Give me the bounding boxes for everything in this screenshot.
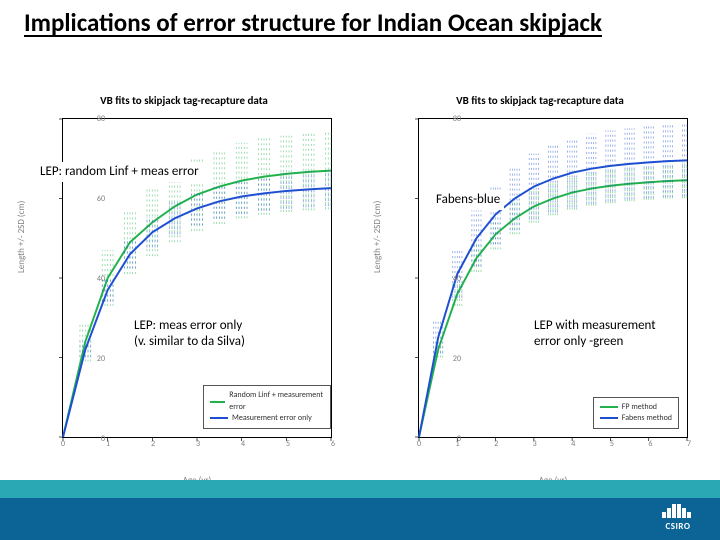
ytick-label: 20: [443, 354, 461, 364]
ylabel-right: Length +/- 2SD (cm): [372, 201, 383, 273]
ylabel-left: Length +/- 2SD (cm): [16, 201, 27, 273]
callout-left-mid: LEP: meas error only (v. similar to da S…: [130, 316, 249, 353]
xtick-label: 2: [494, 439, 498, 449]
legend-swatch: [210, 417, 228, 419]
footer-band-teal: [0, 480, 720, 498]
footer-band-dark: [0, 498, 720, 540]
ytick-label: 0: [87, 434, 105, 444]
chart-title-right: VB fits to skipjack tag-recapture data: [370, 94, 710, 107]
legend-row: FP method: [600, 402, 672, 413]
legend-swatch: [600, 406, 618, 408]
plot-wrap-right: Length +/- 2SD (cm) FP methodFabens meth…: [370, 118, 710, 458]
xtick-label: 3: [196, 439, 200, 449]
xtick-label: 1: [456, 439, 460, 449]
xtick-label: 3: [533, 439, 537, 449]
legend-right: FP methodFabens method: [593, 397, 679, 429]
chart-title-left: VB fits to skipjack tag-recapture data: [14, 94, 354, 107]
callout-right-mid-line1: LEP with measurement: [534, 318, 656, 333]
csiro-bars-icon: [660, 502, 696, 520]
legend-row: Fabens method: [600, 413, 672, 424]
ytick-label: 20: [87, 354, 105, 364]
xtick-label: 2: [151, 439, 155, 449]
xtick-label: 4: [571, 439, 575, 449]
xtick-label: 6: [331, 439, 335, 449]
ytick-label: 80: [87, 114, 105, 124]
ytick-label: 40: [87, 274, 105, 284]
xtick-label: 0: [61, 439, 65, 449]
chart-panel-left: VB fits to skipjack tag-recapture data L…: [14, 88, 354, 488]
chart-panel-right: VB fits to skipjack tag-recapture data L…: [370, 88, 710, 488]
callout-left-mid-line2: (v. similar to da Silva): [134, 334, 245, 349]
csiro-text: CSIRO: [666, 521, 691, 532]
legend-swatch: [600, 417, 618, 419]
legend-label: Measurement error only: [232, 413, 312, 424]
xtick-label: 1: [106, 439, 110, 449]
xtick-label: 0: [417, 439, 421, 449]
xtick-label: 7: [687, 439, 691, 449]
callout-left-mid-line1: LEP: meas error only: [134, 318, 242, 333]
xtick-label: 5: [610, 439, 614, 449]
ytick-label: 80: [443, 114, 461, 124]
legend-left: Random Linf + measurement errorMeasureme…: [203, 385, 331, 429]
xtick-label: 4: [241, 439, 245, 449]
legend-label: FP method: [622, 402, 657, 413]
ytick-label: 40: [443, 274, 461, 284]
callout-right-mid-line2: error only -green: [534, 334, 623, 349]
xtick-label: 5: [286, 439, 290, 449]
page-title: Implications of error structure for Indi…: [24, 8, 696, 38]
csiro-logo: CSIRO: [652, 500, 704, 534]
callout-right-top: Fabens-blue: [432, 190, 504, 210]
ytick-label: 60: [87, 194, 105, 204]
legend-label: Random Linf + measurement error: [229, 390, 324, 412]
xtick-label: 6: [648, 439, 652, 449]
callout-left-top: LEP: random Linf + meas error: [36, 162, 203, 182]
callout-right-mid: LEP with measurement error only -green: [530, 316, 660, 353]
legend-swatch: [210, 401, 225, 403]
plot-frame-right: FP methodFabens method 02040608001234567: [418, 118, 688, 438]
legend-row: Random Linf + measurement error: [210, 390, 324, 412]
legend-row: Measurement error only: [210, 413, 324, 424]
legend-label: Fabens method: [622, 413, 672, 424]
